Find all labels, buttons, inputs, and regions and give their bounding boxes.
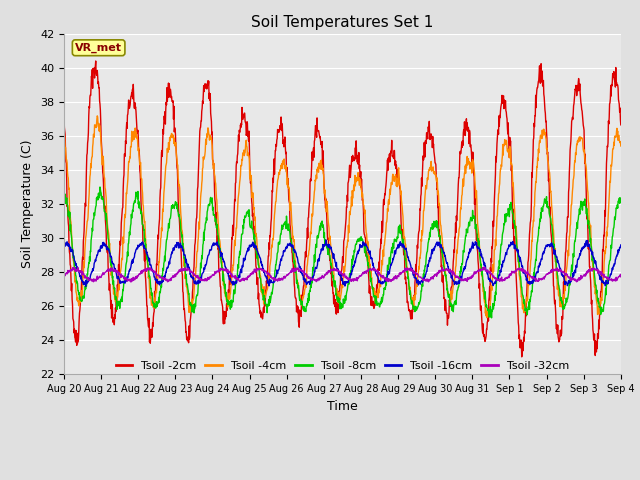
Title: Soil Temperatures Set 1: Soil Temperatures Set 1	[252, 15, 433, 30]
Tsoil -4cm	[617, 143, 625, 149]
Tsoil -4cm	[502, 137, 510, 143]
Text: VR_met: VR_met	[75, 43, 122, 53]
Tsoil -2cm	[617, 122, 625, 128]
Tsoil -4cm	[429, 164, 437, 170]
Legend: Tsoil -2cm, Tsoil -4cm, Tsoil -8cm, Tsoil -16cm, Tsoil -32cm: Tsoil -2cm, Tsoil -4cm, Tsoil -8cm, Tsoi…	[111, 357, 573, 376]
Tsoil -16cm	[60, 243, 68, 249]
Tsoil -8cm	[96, 184, 104, 190]
Y-axis label: Soil Temperature (C): Soil Temperature (C)	[22, 140, 35, 268]
Tsoil -16cm	[617, 242, 625, 248]
Tsoil -4cm	[246, 178, 254, 183]
Line: Tsoil -4cm: Tsoil -4cm	[64, 116, 621, 318]
Tsoil -4cm	[552, 259, 559, 264]
Tsoil -8cm	[246, 225, 254, 230]
Tsoil -16cm	[322, 237, 330, 243]
Line: Tsoil -2cm: Tsoil -2cm	[64, 61, 621, 357]
Tsoil -32cm	[246, 271, 254, 276]
Tsoil -8cm	[488, 315, 495, 321]
X-axis label: Time: Time	[327, 400, 358, 413]
Tsoil -16cm	[184, 264, 192, 269]
Tsoil -8cm	[184, 288, 192, 294]
Tsoil -8cm	[617, 199, 625, 205]
Tsoil -32cm	[617, 274, 625, 280]
Tsoil -16cm	[552, 252, 559, 257]
Tsoil -2cm	[184, 334, 192, 340]
Tsoil -16cm	[246, 244, 254, 250]
Tsoil -32cm	[502, 276, 510, 281]
Tsoil -8cm	[552, 256, 559, 262]
Tsoil -8cm	[60, 196, 68, 202]
Tsoil -2cm	[92, 58, 100, 64]
Tsoil -2cm	[246, 180, 254, 186]
Tsoil -2cm	[552, 304, 559, 310]
Tsoil -32cm	[429, 276, 437, 282]
Tsoil -32cm	[60, 273, 68, 278]
Tsoil -2cm	[171, 125, 179, 131]
Tsoil -16cm	[502, 251, 510, 257]
Tsoil -32cm	[127, 279, 135, 285]
Tsoil -4cm	[184, 298, 192, 303]
Tsoil -32cm	[171, 273, 179, 279]
Tsoil -32cm	[184, 267, 192, 273]
Tsoil -4cm	[93, 113, 101, 119]
Tsoil -8cm	[429, 225, 437, 230]
Tsoil -2cm	[518, 354, 525, 360]
Tsoil -8cm	[502, 211, 510, 216]
Tsoil -2cm	[502, 108, 509, 114]
Tsoil -16cm	[429, 245, 437, 251]
Tsoil -4cm	[483, 315, 491, 321]
Tsoil -32cm	[479, 264, 487, 270]
Tsoil -8cm	[171, 202, 179, 208]
Line: Tsoil -8cm: Tsoil -8cm	[64, 187, 621, 318]
Line: Tsoil -16cm: Tsoil -16cm	[64, 240, 621, 287]
Tsoil -4cm	[60, 130, 68, 136]
Tsoil -32cm	[552, 268, 559, 274]
Tsoil -16cm	[171, 245, 179, 251]
Tsoil -2cm	[60, 115, 68, 120]
Line: Tsoil -32cm: Tsoil -32cm	[64, 267, 621, 282]
Tsoil -2cm	[429, 144, 437, 150]
Tsoil -4cm	[171, 143, 179, 149]
Tsoil -16cm	[82, 284, 90, 289]
